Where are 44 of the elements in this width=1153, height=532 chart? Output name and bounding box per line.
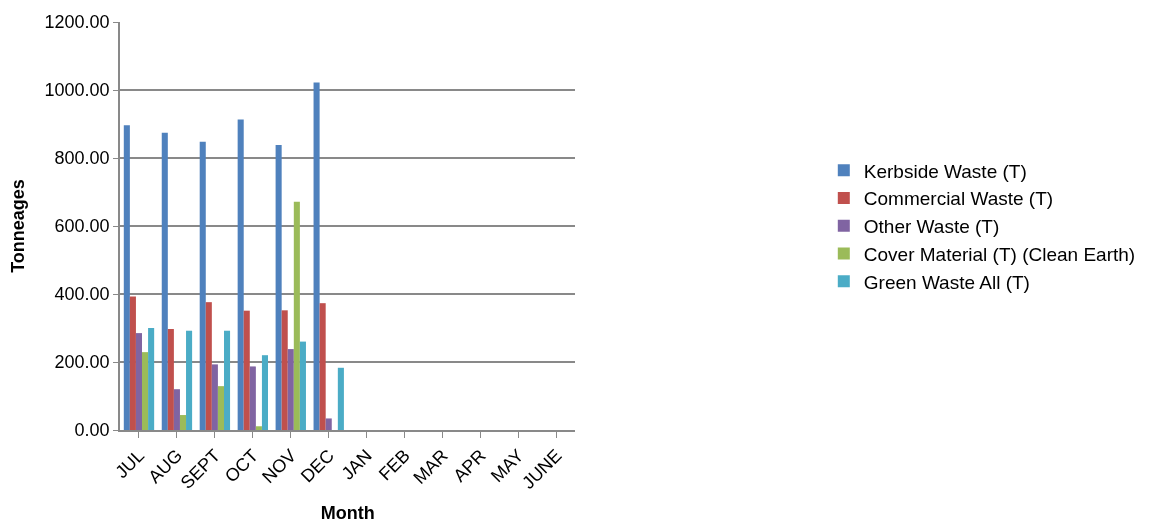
bar (287, 349, 294, 430)
bar (281, 310, 288, 430)
bar (275, 145, 282, 430)
bar (179, 415, 187, 430)
y-tick-label: 1000.00 (44, 80, 110, 101)
bar (129, 296, 136, 430)
bar (223, 330, 231, 430)
bar (293, 201, 300, 430)
bar (123, 125, 130, 430)
bar (211, 364, 218, 430)
bar (325, 418, 332, 430)
legend-label: Kerbside Waste (T) (863, 160, 1027, 182)
y-tick-label: 600.00 (54, 216, 110, 237)
legend-label: Other Waste (T) (863, 216, 1000, 238)
bar (243, 310, 250, 430)
bar (199, 141, 206, 430)
bar (313, 82, 320, 430)
bar (148, 328, 155, 430)
bar (319, 303, 326, 430)
bar (161, 132, 168, 430)
y-tick-label: 200.00 (54, 352, 110, 373)
bar (173, 389, 180, 430)
legend-label: Green Waste All (T) (863, 271, 1030, 293)
bar (261, 355, 269, 430)
bar (217, 386, 224, 430)
bar (142, 352, 149, 430)
bar (135, 333, 143, 430)
bar (299, 341, 306, 430)
y-tick-label: 800.00 (54, 148, 110, 169)
y-axis-title: Tonneages (8, 179, 29, 273)
y-tick-label: 400.00 (54, 284, 110, 305)
legend-label: Commercial Waste (T) (863, 188, 1054, 210)
legend-label: Cover Material (T) (Clean Earth) (863, 243, 1136, 265)
y-tick-label: 1200.00 (44, 12, 110, 33)
bar (255, 426, 262, 430)
bar (249, 366, 256, 430)
x-axis-title: Month (320, 503, 375, 524)
bar (205, 302, 212, 430)
bar (237, 119, 244, 430)
bar (186, 330, 193, 430)
bar (167, 329, 174, 430)
y-tick-label: 0.00 (74, 420, 110, 441)
x-tick-label: JUL (111, 445, 149, 483)
bar (337, 367, 344, 430)
